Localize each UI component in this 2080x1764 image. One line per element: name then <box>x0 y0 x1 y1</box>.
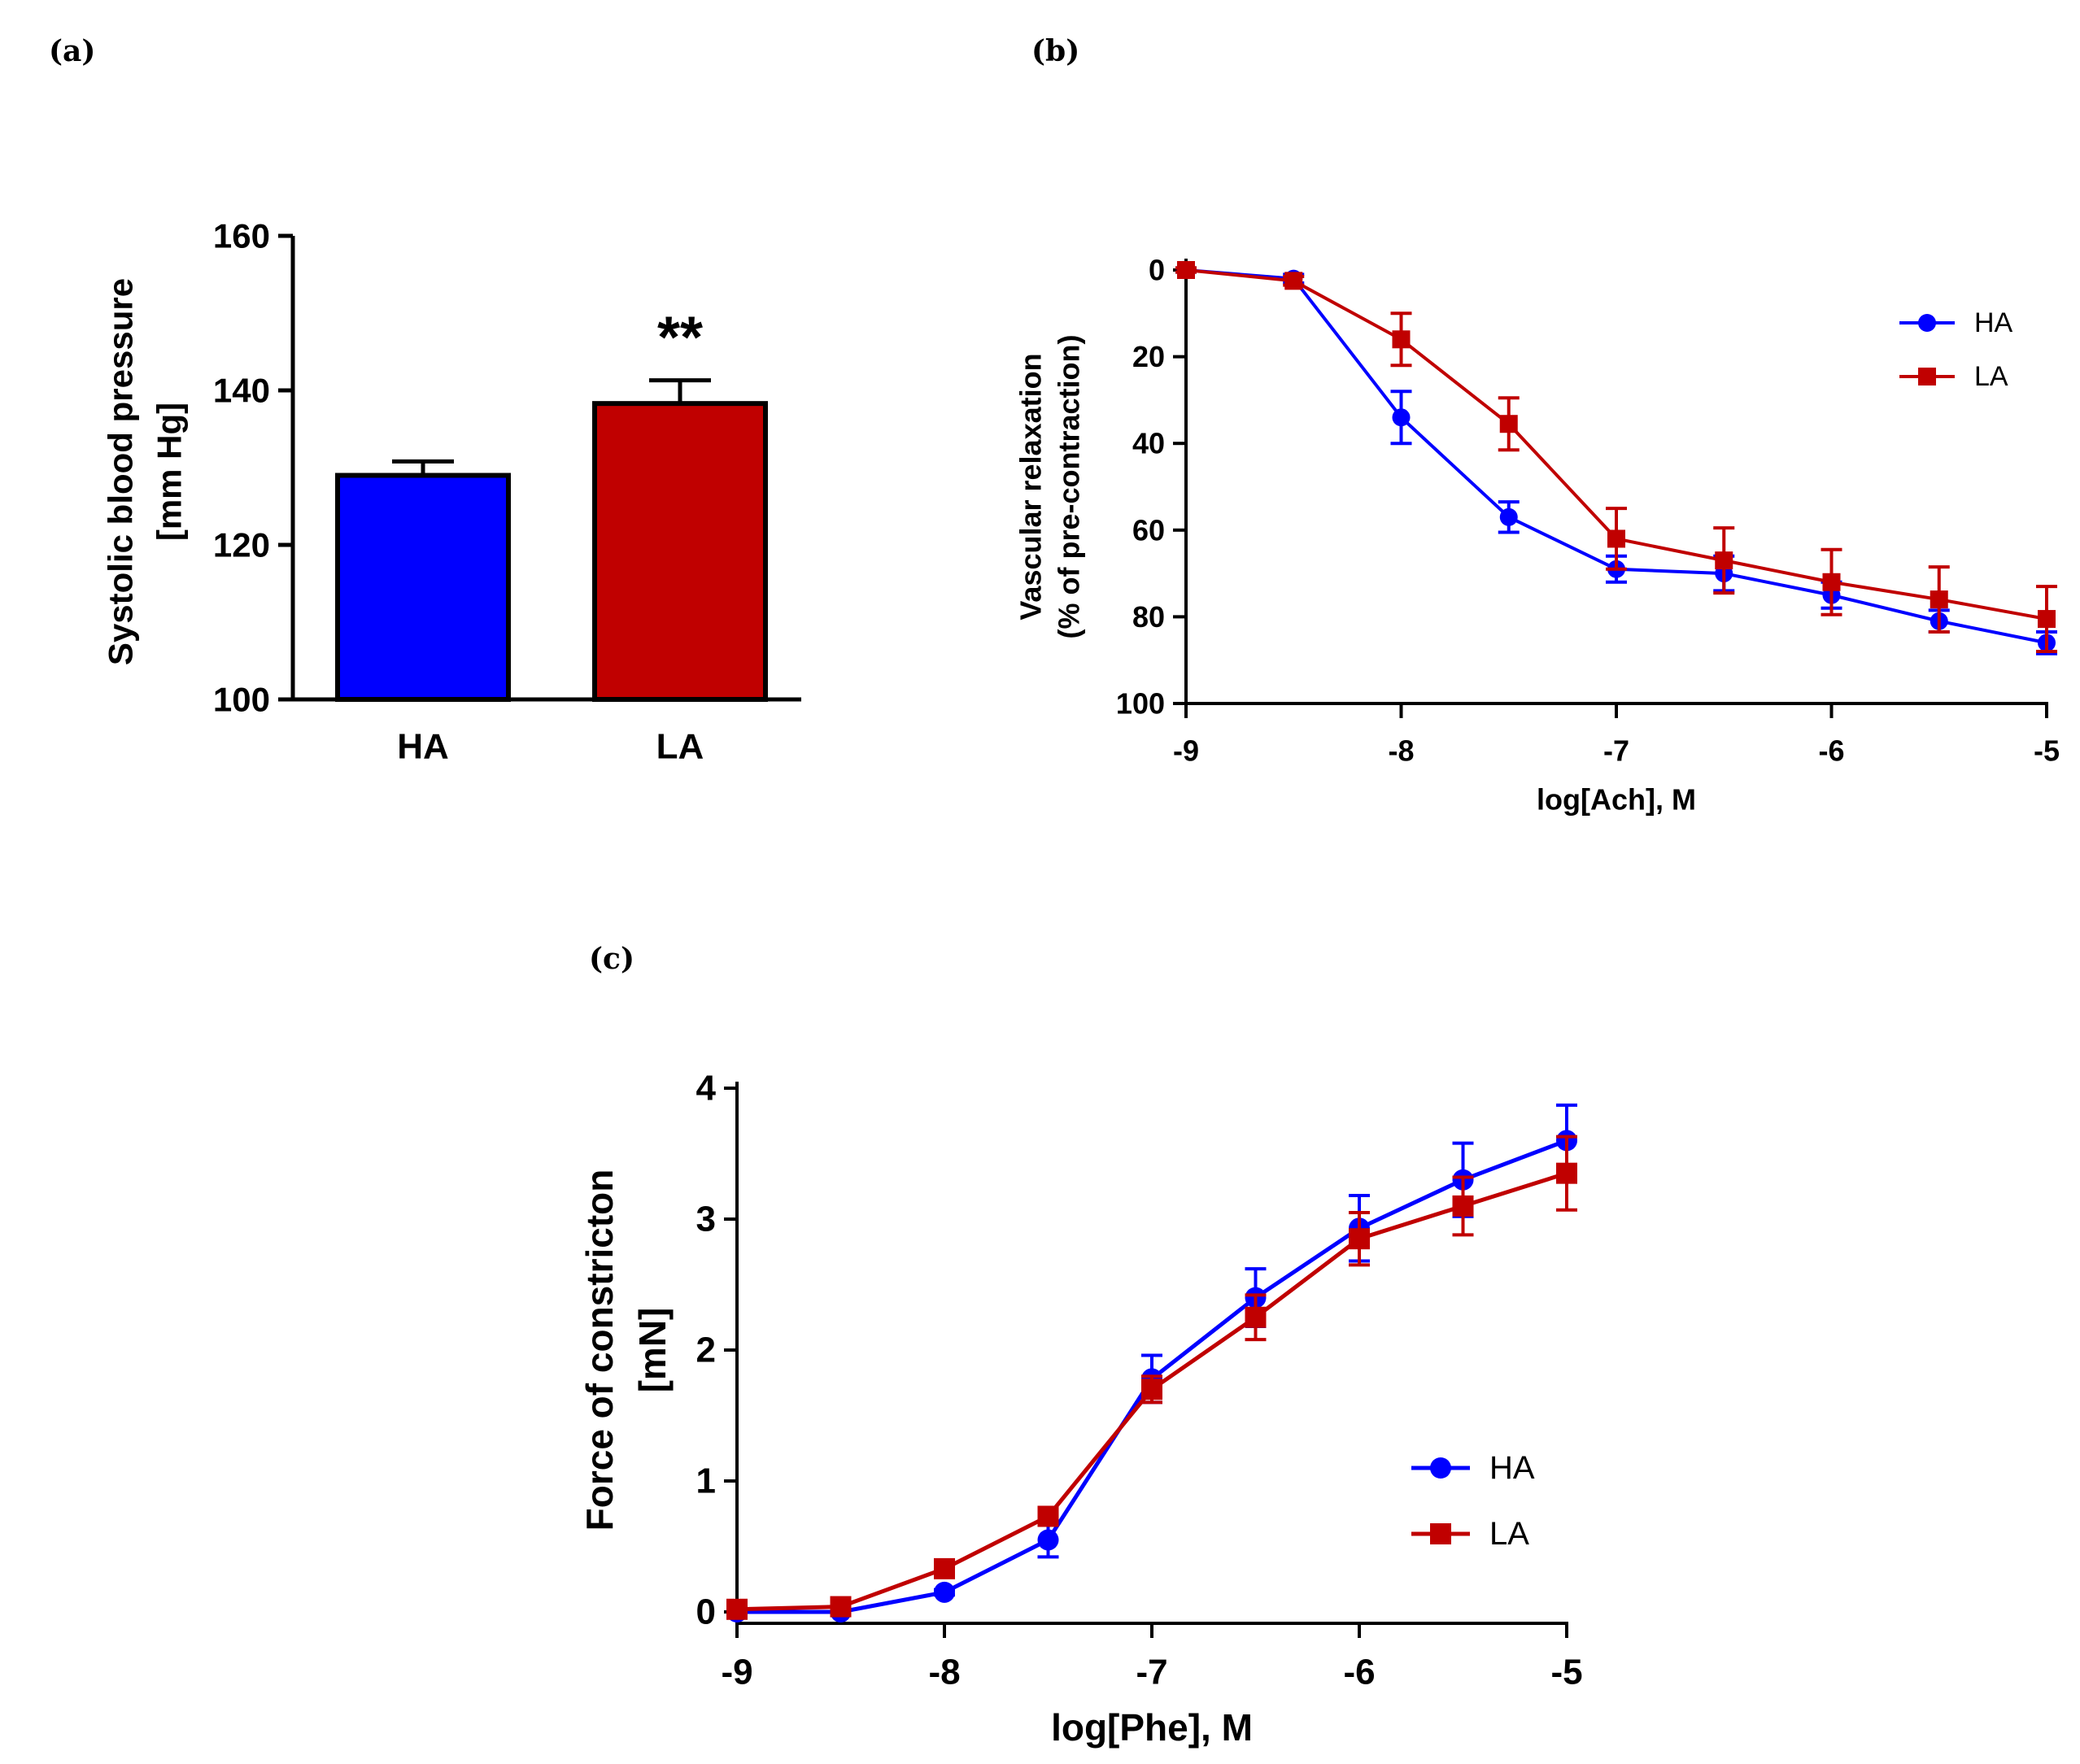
b-point-LA <box>1607 529 1625 548</box>
c-point-HA <box>1037 1529 1059 1551</box>
b-x-tick-label: -7 <box>1603 734 1629 768</box>
b-y-tick-label: 20 <box>1132 340 1165 373</box>
a-x-tick-label: HA <box>397 727 449 767</box>
c-point-HA <box>934 1581 955 1603</box>
a-y-axis-label: Systolic blood pressure <box>102 278 140 665</box>
b-legend-label-LA: LA <box>1974 361 2008 392</box>
c-point-LA <box>830 1596 852 1618</box>
c-y-tick-label: 1 <box>696 1461 716 1501</box>
c-point-LA <box>1141 1379 1162 1400</box>
b-series-line-HA <box>1185 268 2047 645</box>
a-bar-LA <box>592 401 768 702</box>
b-point-LA <box>1499 415 1518 433</box>
c-y-tick-label: 2 <box>696 1331 716 1370</box>
c-point-LA <box>1349 1228 1370 1250</box>
c-x-tick-label: -8 <box>928 1653 960 1692</box>
c-y-tick-label: 3 <box>696 1200 716 1239</box>
b-point-LA <box>1284 272 1303 290</box>
b-x-tick-label: -5 <box>2034 734 2060 768</box>
c-point-LA <box>1037 1505 1059 1527</box>
panel-label-a: (a) <box>49 34 96 68</box>
b-legend-label-HA: HA <box>1974 307 2013 338</box>
b-x-tick-label: -8 <box>1388 734 1414 768</box>
b-y-tick-label: 80 <box>1132 600 1165 634</box>
c-y-tick-label: 0 <box>696 1592 716 1632</box>
a-y-axis-label-unit: [mm Hg] <box>150 403 189 541</box>
b-point-LA <box>1930 590 1948 609</box>
c-y-axis-label: Force of constricton <box>578 1169 621 1531</box>
c-x-tick-label: -9 <box>721 1653 752 1692</box>
c-legend-marker-HA <box>1430 1457 1451 1479</box>
b-point-HA <box>1392 408 1411 427</box>
c-point-LA <box>1452 1195 1474 1217</box>
b-point-LA <box>2038 610 2056 629</box>
c-x-tick-label: -6 <box>1343 1653 1375 1692</box>
a-y-tick-label: 140 <box>213 372 270 410</box>
a-y-tick-label: 120 <box>213 526 270 564</box>
b-x-tick-label: -9 <box>1173 734 1199 768</box>
c-point-LA <box>1245 1306 1267 1328</box>
b-y-axis-label: Vascular relaxation <box>1014 353 1048 620</box>
b-y-tick-label: 100 <box>1116 687 1165 721</box>
c-legend-label-HA: HA <box>1489 1450 1535 1486</box>
b-legend-marker-LA <box>1918 368 1936 385</box>
b-y-tick-label: 0 <box>1149 254 1165 287</box>
a-y-tick-label: 100 <box>213 681 270 719</box>
c-point-LA <box>726 1598 748 1620</box>
b-legend-marker-HA <box>1918 314 1936 332</box>
a-significance-annotation: ** <box>657 306 703 371</box>
b-point-LA <box>1177 261 1195 279</box>
panel-label-c: (c) <box>589 942 634 976</box>
b-point-LA <box>1822 573 1841 591</box>
c-legend-label-LA: LA <box>1489 1516 1529 1552</box>
b-point-HA <box>1499 507 1518 526</box>
b-y-axis-label-unit: (% of pre-contraction) <box>1053 335 1086 639</box>
a-x-tick-label: LA <box>656 727 704 767</box>
a-bar-HA <box>335 473 511 702</box>
b-point-LA <box>1715 551 1733 570</box>
c-point-LA <box>1556 1162 1577 1184</box>
b-point-LA <box>1392 330 1411 349</box>
b-x-tick-label: -6 <box>1818 734 1844 768</box>
c-y-axis-label-unit: [mN] <box>631 1308 674 1393</box>
b-y-tick-label: 40 <box>1132 427 1165 460</box>
b-x-axis-label: log[Ach], M <box>1537 783 1696 817</box>
panel-label-b: (b) <box>1031 34 1080 68</box>
c-x-tick-label: -7 <box>1136 1653 1167 1692</box>
a-y-tick-label: 160 <box>213 217 270 255</box>
c-y-tick-label: 4 <box>696 1069 717 1108</box>
c-x-tick-label: -5 <box>1550 1653 1582 1692</box>
c-point-LA <box>934 1557 955 1579</box>
c-legend-marker-LA <box>1430 1523 1451 1544</box>
c-x-axis-label: log[Phe], M <box>1051 1706 1253 1749</box>
b-y-tick-label: 60 <box>1132 513 1165 547</box>
